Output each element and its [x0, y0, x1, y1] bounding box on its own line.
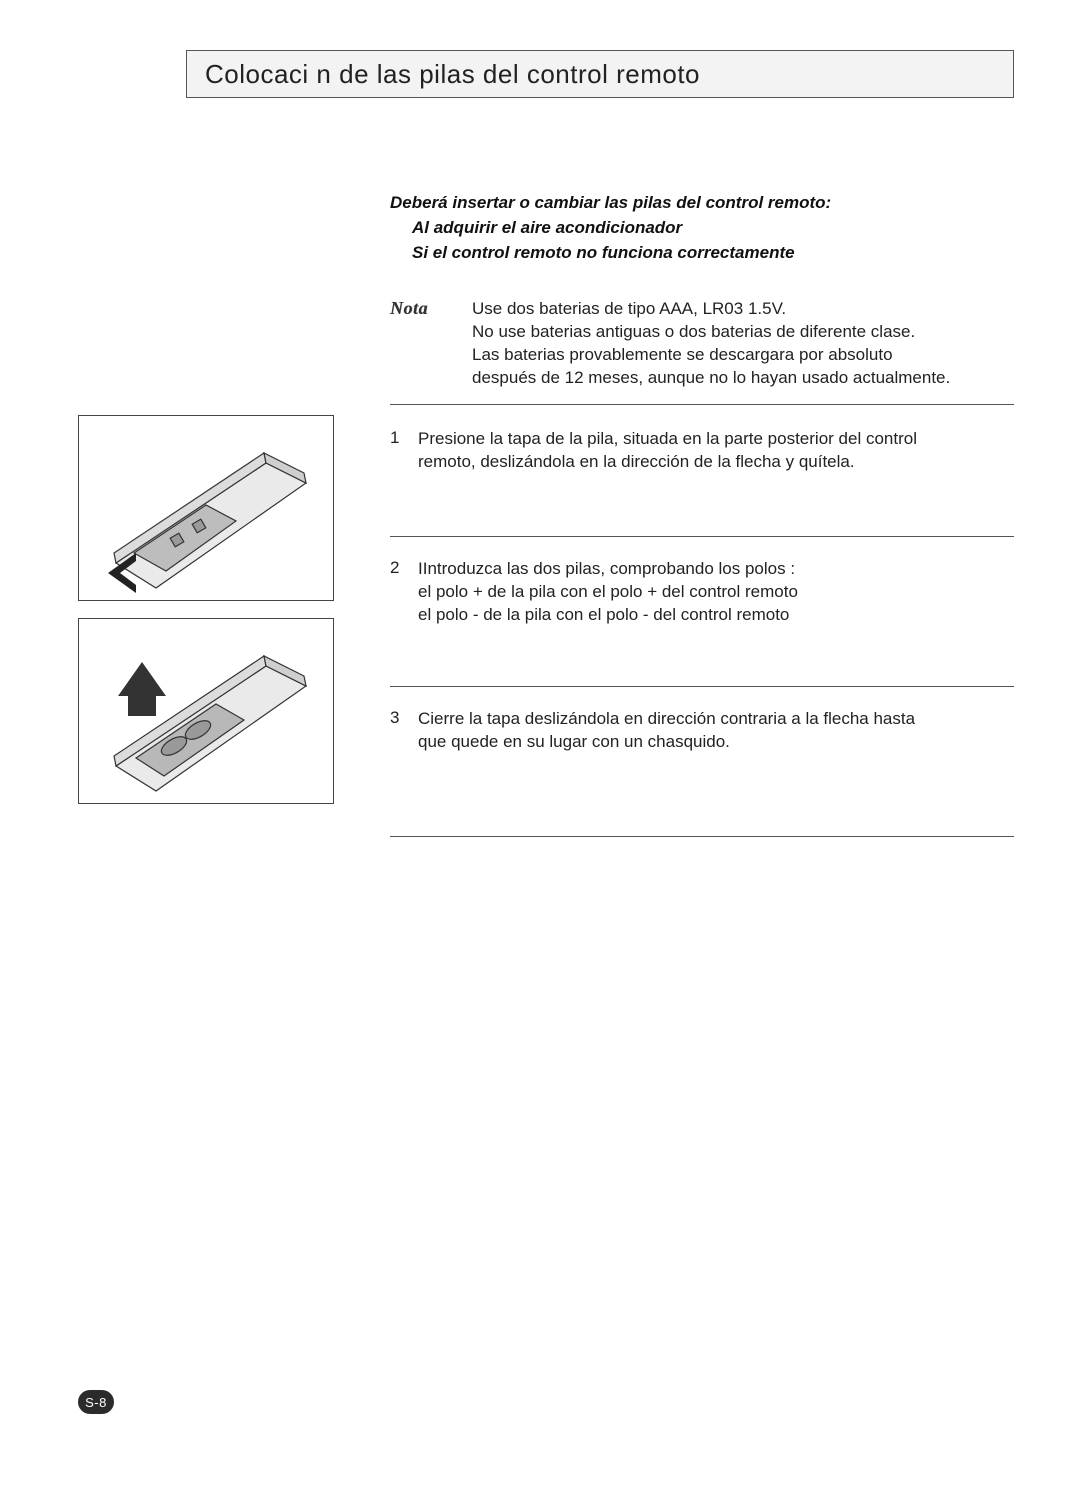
step-3: 3 Cierre la tapa deslizándola en direcci… — [390, 708, 1014, 754]
note-label: Nota — [390, 298, 472, 390]
step-2-line-2: el polo + de la pila con el polo + del c… — [418, 582, 798, 601]
note-body: Use dos baterias de tipo AAA, LR03 1.5V.… — [472, 298, 1014, 390]
intro-line-3: Si el control remoto no funciona correct… — [390, 242, 1010, 265]
illustration-1 — [78, 415, 334, 601]
intro-line-2: Al adquirir el aire acondicionador — [390, 217, 1010, 240]
step-2-line-3: el polo - de la pila con el polo - del c… — [418, 605, 789, 624]
divider — [390, 836, 1014, 837]
divider — [390, 686, 1014, 687]
note-line-3: Las baterias provablemente se descargara… — [472, 345, 893, 364]
step-1-line-2: remoto, deslizándola en la dirección de … — [418, 452, 855, 471]
step-3-line-2: que quede en su lugar con un chasquido. — [418, 732, 730, 751]
note-line-4: después de 12 meses, aunque no lo hayan … — [472, 368, 950, 387]
step-2-line-1: IIntroduzca las dos pilas, comprobando l… — [418, 559, 795, 578]
section-title: Colocaci n de las pilas del control remo… — [205, 59, 700, 90]
arrow-down-icon — [118, 662, 166, 716]
step-2-num: 2 — [390, 558, 418, 627]
note-block: Nota Use dos baterias de tipo AAA, LR03 … — [390, 298, 1014, 390]
step-3-num: 3 — [390, 708, 418, 754]
remote-open-cover-icon — [86, 423, 326, 593]
step-2: 2 IIntroduzca las dos pilas, comprobando… — [390, 558, 1014, 627]
step-2-body: IIntroduzca las dos pilas, comprobando l… — [418, 558, 1014, 627]
step-1: 1 Presione la tapa de la pila, situada e… — [390, 428, 1014, 474]
step-1-num: 1 — [390, 428, 418, 474]
divider — [390, 536, 1014, 537]
manual-page: Colocaci n de las pilas del control remo… — [0, 0, 1080, 1510]
divider — [390, 404, 1014, 405]
section-title-box: Colocaci n de las pilas del control remo… — [186, 50, 1014, 98]
intro-line-1: Deberá insertar o cambiar las pilas del … — [390, 192, 1010, 215]
step-1-body: Presione la tapa de la pila, situada en … — [418, 428, 1014, 474]
step-3-line-1: Cierre la tapa deslizándola en dirección… — [418, 709, 915, 728]
page-number: S-8 — [85, 1395, 107, 1410]
note-line-1: Use dos baterias de tipo AAA, LR03 1.5V. — [472, 299, 786, 318]
step-1-line-1: Presione la tapa de la pila, situada en … — [418, 429, 917, 448]
step-3-body: Cierre la tapa deslizándola en dirección… — [418, 708, 1014, 754]
page-number-badge: S-8 — [78, 1390, 114, 1414]
note-line-2: No use baterias antiguas o dos baterias … — [472, 322, 915, 341]
illustration-2 — [78, 618, 334, 804]
intro-block: Deberá insertar o cambiar las pilas del … — [390, 192, 1010, 267]
remote-insert-batteries-icon — [86, 626, 326, 796]
